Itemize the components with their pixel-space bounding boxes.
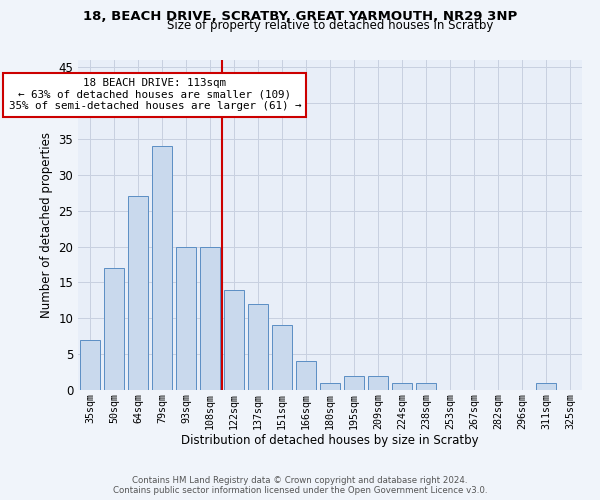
Text: 18 BEACH DRIVE: 113sqm
← 63% of detached houses are smaller (109)
35% of semi-de: 18 BEACH DRIVE: 113sqm ← 63% of detached…: [8, 78, 301, 111]
Y-axis label: Number of detached properties: Number of detached properties: [40, 132, 53, 318]
Bar: [128, 196, 148, 390]
Bar: [248, 304, 268, 390]
X-axis label: Distribution of detached houses by size in Scratby: Distribution of detached houses by size …: [181, 434, 479, 448]
Bar: [320, 383, 340, 390]
Bar: [80, 340, 100, 390]
Bar: [368, 376, 388, 390]
Bar: [392, 383, 412, 390]
Bar: [416, 383, 436, 390]
Bar: [344, 376, 364, 390]
Bar: [176, 246, 196, 390]
Bar: [152, 146, 172, 390]
Bar: [536, 383, 556, 390]
Bar: [200, 246, 220, 390]
Bar: [104, 268, 124, 390]
Bar: [296, 362, 316, 390]
Bar: [272, 326, 292, 390]
Title: Size of property relative to detached houses in Scratby: Size of property relative to detached ho…: [167, 20, 493, 32]
Text: Contains HM Land Registry data © Crown copyright and database right 2024.
Contai: Contains HM Land Registry data © Crown c…: [113, 476, 487, 495]
Bar: [224, 290, 244, 390]
Text: 18, BEACH DRIVE, SCRATBY, GREAT YARMOUTH, NR29 3NP: 18, BEACH DRIVE, SCRATBY, GREAT YARMOUTH…: [83, 10, 517, 23]
